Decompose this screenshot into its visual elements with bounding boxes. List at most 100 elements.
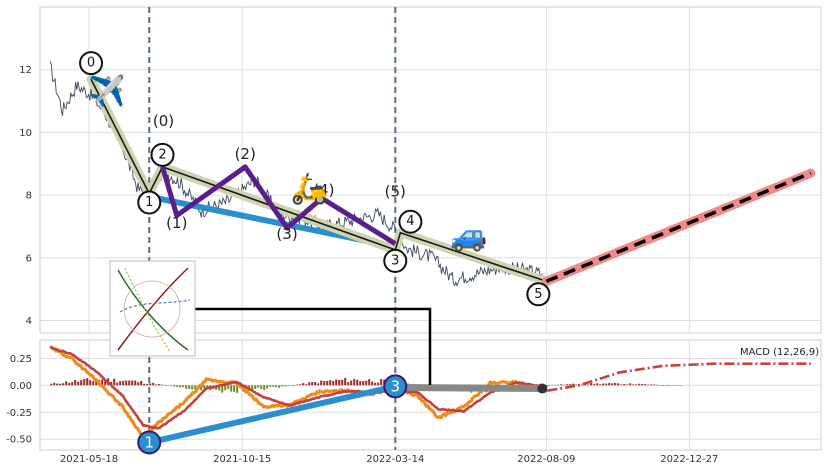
macd-hist-bar [320,380,323,386]
signal-line [49,345,548,430]
macd-hist-bar [152,382,155,386]
macd-hist-bar [221,385,224,393]
macd-hist-bar [92,381,95,386]
wave-point-circle-5 [526,282,551,307]
macd-hist-bar [368,379,371,386]
macd-hist-bar [644,384,647,386]
macd-hist-bar [548,385,551,386]
wave-point-label-2: 2 [158,147,166,162]
macd-hist-bar [554,384,557,386]
inset-curve-1 [117,269,189,351]
macd-hist-bar [335,379,338,386]
macd-hist-bar [200,385,203,391]
sub-wave-label-3: (3) [276,225,297,243]
macd-hist-bar [620,384,623,386]
macd-hist-bar [56,383,59,386]
wave-point-circle-3 [383,248,408,273]
wave-point-circle-2 [150,142,175,167]
macd-hist-bar [305,384,308,386]
macd-hist-bar [668,385,671,386]
macd-hist-bar [593,384,596,386]
inset-curve-2 [117,267,189,351]
y-tick-price-4: 12 [19,65,32,76]
wave-point-circle-0 [79,51,104,76]
macd-hist-bar [122,380,125,386]
wave-point-label-3: 3 [391,253,399,268]
macd-hist-bar [332,380,335,386]
wave-point-circle-4 [398,209,423,234]
macd-hist-bar [617,383,620,386]
sub-wave-label-1: (1) [166,214,187,232]
macd-hist-bar [224,385,227,391]
macd-hist-bar [176,385,179,387]
macd-hist-bar [362,381,365,386]
macd-hist-bar [680,385,683,386]
macd-hist-bar [590,383,593,386]
inset-frame [109,260,196,357]
macd-hist-bar [581,384,584,386]
macd-hist-bar [584,384,587,386]
macd-hist-bar [638,383,641,386]
macd-hist-bar [167,385,170,386]
macd-hist-bar [113,378,116,386]
macd-hist-bar [128,380,131,386]
projection-line [545,171,812,283]
macd-hist-bar [287,385,290,386]
macd-hist-bar [101,379,104,386]
macd-hist-bar [182,385,185,388]
macd-hist-bar [314,381,317,386]
macd-hist-bar [260,385,263,389]
macd-hist-bar [158,384,161,386]
macd-hist-bar [569,384,572,386]
y-tick-macd-2: -0.25 [6,408,32,419]
x-tick-label-3: 2022-08-09 [517,454,575,465]
sub-wave-line [160,164,397,246]
macd-hist-bar [65,381,68,386]
wave-point-label-5: 5 [534,287,542,302]
macd-hist-bar [659,385,662,386]
wave-point-label-0: 0 [87,56,95,71]
macd-hist-bar [236,385,239,393]
macd-hist-bar [602,383,605,386]
macd-hist-bar [284,385,287,387]
macd-hist-bar [191,385,194,390]
macd-hist-bar [146,383,149,386]
inset-thumbnail [109,260,432,385]
macd-hist-bar [560,384,563,386]
macd-hist-bar [164,385,167,386]
macd-trend-point-1 [383,374,408,399]
macd-hist-bar [227,385,230,389]
macd-hist-bar [272,385,275,387]
macd-hist-bar [347,382,350,386]
macd-hist-bar [230,385,233,392]
macd-hist-bar [179,385,182,388]
macd-hist-bar [77,381,80,386]
macd-hist-bar [545,385,548,386]
macd-hist-bar [125,380,128,386]
macd-hist-bar [629,383,632,386]
macd-hist-bar [341,379,344,386]
macd-hist-bar [74,379,77,386]
macd-hist-bar [671,385,674,386]
main-wave-line [90,78,547,283]
macd-trend-point-0 [137,430,162,455]
macd-hist-bar [302,383,305,386]
macd-hist-bar [377,382,380,386]
y-tick-macd-3: -0.50 [6,435,32,446]
macd-hist-bar [131,380,134,386]
macd-hist-bar [80,380,83,386]
macd-hist-bar [662,385,665,386]
macd-hist-bar [104,381,107,386]
x-tick-label-0: 2021-05-18 [60,454,118,465]
macd-hist-bar [68,382,71,386]
macd-hist-bar [371,381,374,386]
macd-trend-label-0: 1 [144,433,154,451]
sub-wave-label-0: (0) [153,112,174,130]
macd-trend-line [148,383,396,446]
macd-hist-bar [293,385,296,386]
macd-hist-bar [356,379,359,386]
macd-hist-bar [374,382,377,386]
wave-point-label-4: 4 [406,214,414,229]
macd-hist-bar [194,385,197,390]
